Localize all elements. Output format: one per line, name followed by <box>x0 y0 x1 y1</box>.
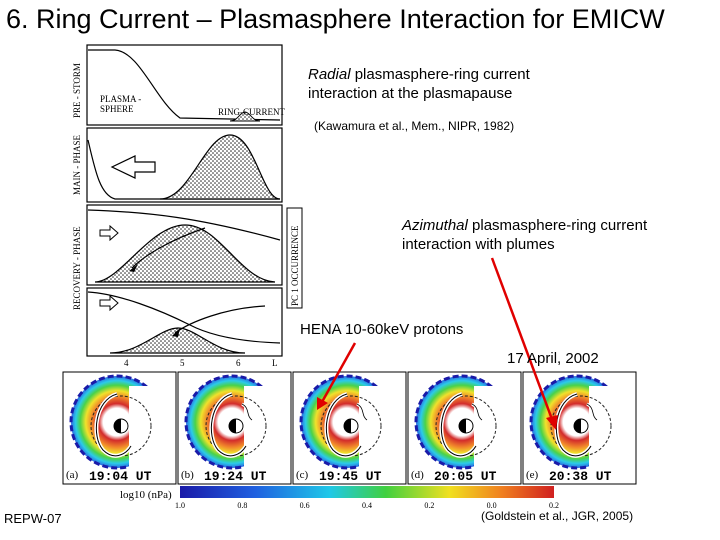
page-title: 6. Ring Current – Plasmasphere Interacti… <box>6 4 665 34</box>
frame-time: 20:05 UT <box>434 469 497 484</box>
earth-icon <box>344 419 351 433</box>
annotation-azimuthal-rest: plasmasphere-ring current <box>467 217 648 234</box>
ring-current-label: RING-CURRENT <box>218 107 286 117</box>
frame-tag: (d) <box>411 469 424 481</box>
red-arrows <box>317 257 558 430</box>
hena-frame: (a) 19:04 UT <box>62 371 177 485</box>
frame-time: 19:24 UT <box>204 469 267 484</box>
x-tick: 6 <box>236 358 241 368</box>
annotation-azimuthal-line2: interaction with plumes <box>402 236 555 253</box>
annotation-radial-line2: interaction at the plasmapause <box>308 85 513 102</box>
frame-tag: (e) <box>526 469 539 481</box>
x-tick: 5 <box>180 358 185 368</box>
occurrence-label: PC 1 OCCURRENCE <box>290 225 300 306</box>
plasmasphere-label-1: PLASMA - <box>100 94 141 104</box>
arrow-left-icon <box>110 155 156 179</box>
frame-tag: (a) <box>66 469 79 481</box>
annotation-azimuthal: Azimuthal plasmasphere-ring current inte… <box>402 216 647 254</box>
colorbar-tick: 0.6 <box>300 501 310 510</box>
phase-label-prestorm: PRE - STORM <box>72 63 82 118</box>
frame-time: 19:04 UT <box>89 469 152 484</box>
colorbar-tick: 0.2 <box>549 501 559 510</box>
panel-pre-storm <box>86 44 283 126</box>
earth-icon <box>229 419 236 433</box>
annotation-radial: Radial plasmasphere-ring current interac… <box>308 65 530 103</box>
annotation-radial-italic: Radial <box>308 66 351 83</box>
colorbar-tick: 1.0 <box>175 501 185 510</box>
hena-label: HENA 10-60keV protons <box>300 321 464 338</box>
arrow-right-icon <box>99 224 119 242</box>
annotation-azimuthal-italic: Azimuthal <box>402 217 468 234</box>
hena-frame: (c) 19:45 UT <box>292 371 407 485</box>
phase-label-recovery: RECOVERY - PHASE <box>72 226 82 310</box>
x-tick: 4 <box>124 358 129 368</box>
hena-frame: (e) 20:38 UT <box>522 371 637 485</box>
colorbar-tick: 0.2 <box>424 501 434 510</box>
arrow-right-icon <box>99 294 119 312</box>
frame-time: 19:45 UT <box>319 469 382 484</box>
phase-label-main: MAIN - PHASE <box>72 134 82 195</box>
colorbar <box>180 486 554 498</box>
x-tick: L <box>272 358 278 368</box>
colorbar-tick: 0.4 <box>362 501 372 510</box>
colorbar-tick: 0.0 <box>487 501 497 510</box>
earth-icon <box>459 419 466 433</box>
citation-goldstein: (Goldstein et al., JGR, 2005) <box>481 509 634 523</box>
colorbar-tick: 0.8 <box>237 501 247 510</box>
occurrence-box <box>286 207 303 309</box>
hena-frame: (d) 20:05 UT <box>407 371 522 485</box>
frame-time: 20:38 UT <box>549 469 612 484</box>
frame-tag: (b) <box>181 469 194 481</box>
earth-icon <box>574 419 581 433</box>
colorbar-ticks: 1.0 0.8 0.6 0.4 0.2 0.0 0.2 <box>175 501 559 510</box>
kawamura-panels: PLASMA - SPHERE RING-CURRENT PRE - STORM… <box>72 44 303 368</box>
earth-icon <box>114 419 121 433</box>
hena-image-strip: (a) 19:04 UT (b) 19:24 UT (c) 19:45 UT (d) 20:0… <box>62 371 637 485</box>
footer-label: REPW-07 <box>4 511 62 526</box>
citation-kawamura: (Kawamura et al., Mem., NIPR, 1982) <box>314 119 515 133</box>
date-label: 17 April, 2002 <box>507 350 599 367</box>
colorbar-label: log10 (nPa) <box>120 489 172 501</box>
hena-frame: (b) 19:24 UT <box>177 371 292 485</box>
frame-tag: (c) <box>296 469 309 481</box>
annotation-radial-rest: plasmasphere-ring current <box>350 66 530 83</box>
plasmasphere-label-2: SPHERE <box>100 104 134 114</box>
